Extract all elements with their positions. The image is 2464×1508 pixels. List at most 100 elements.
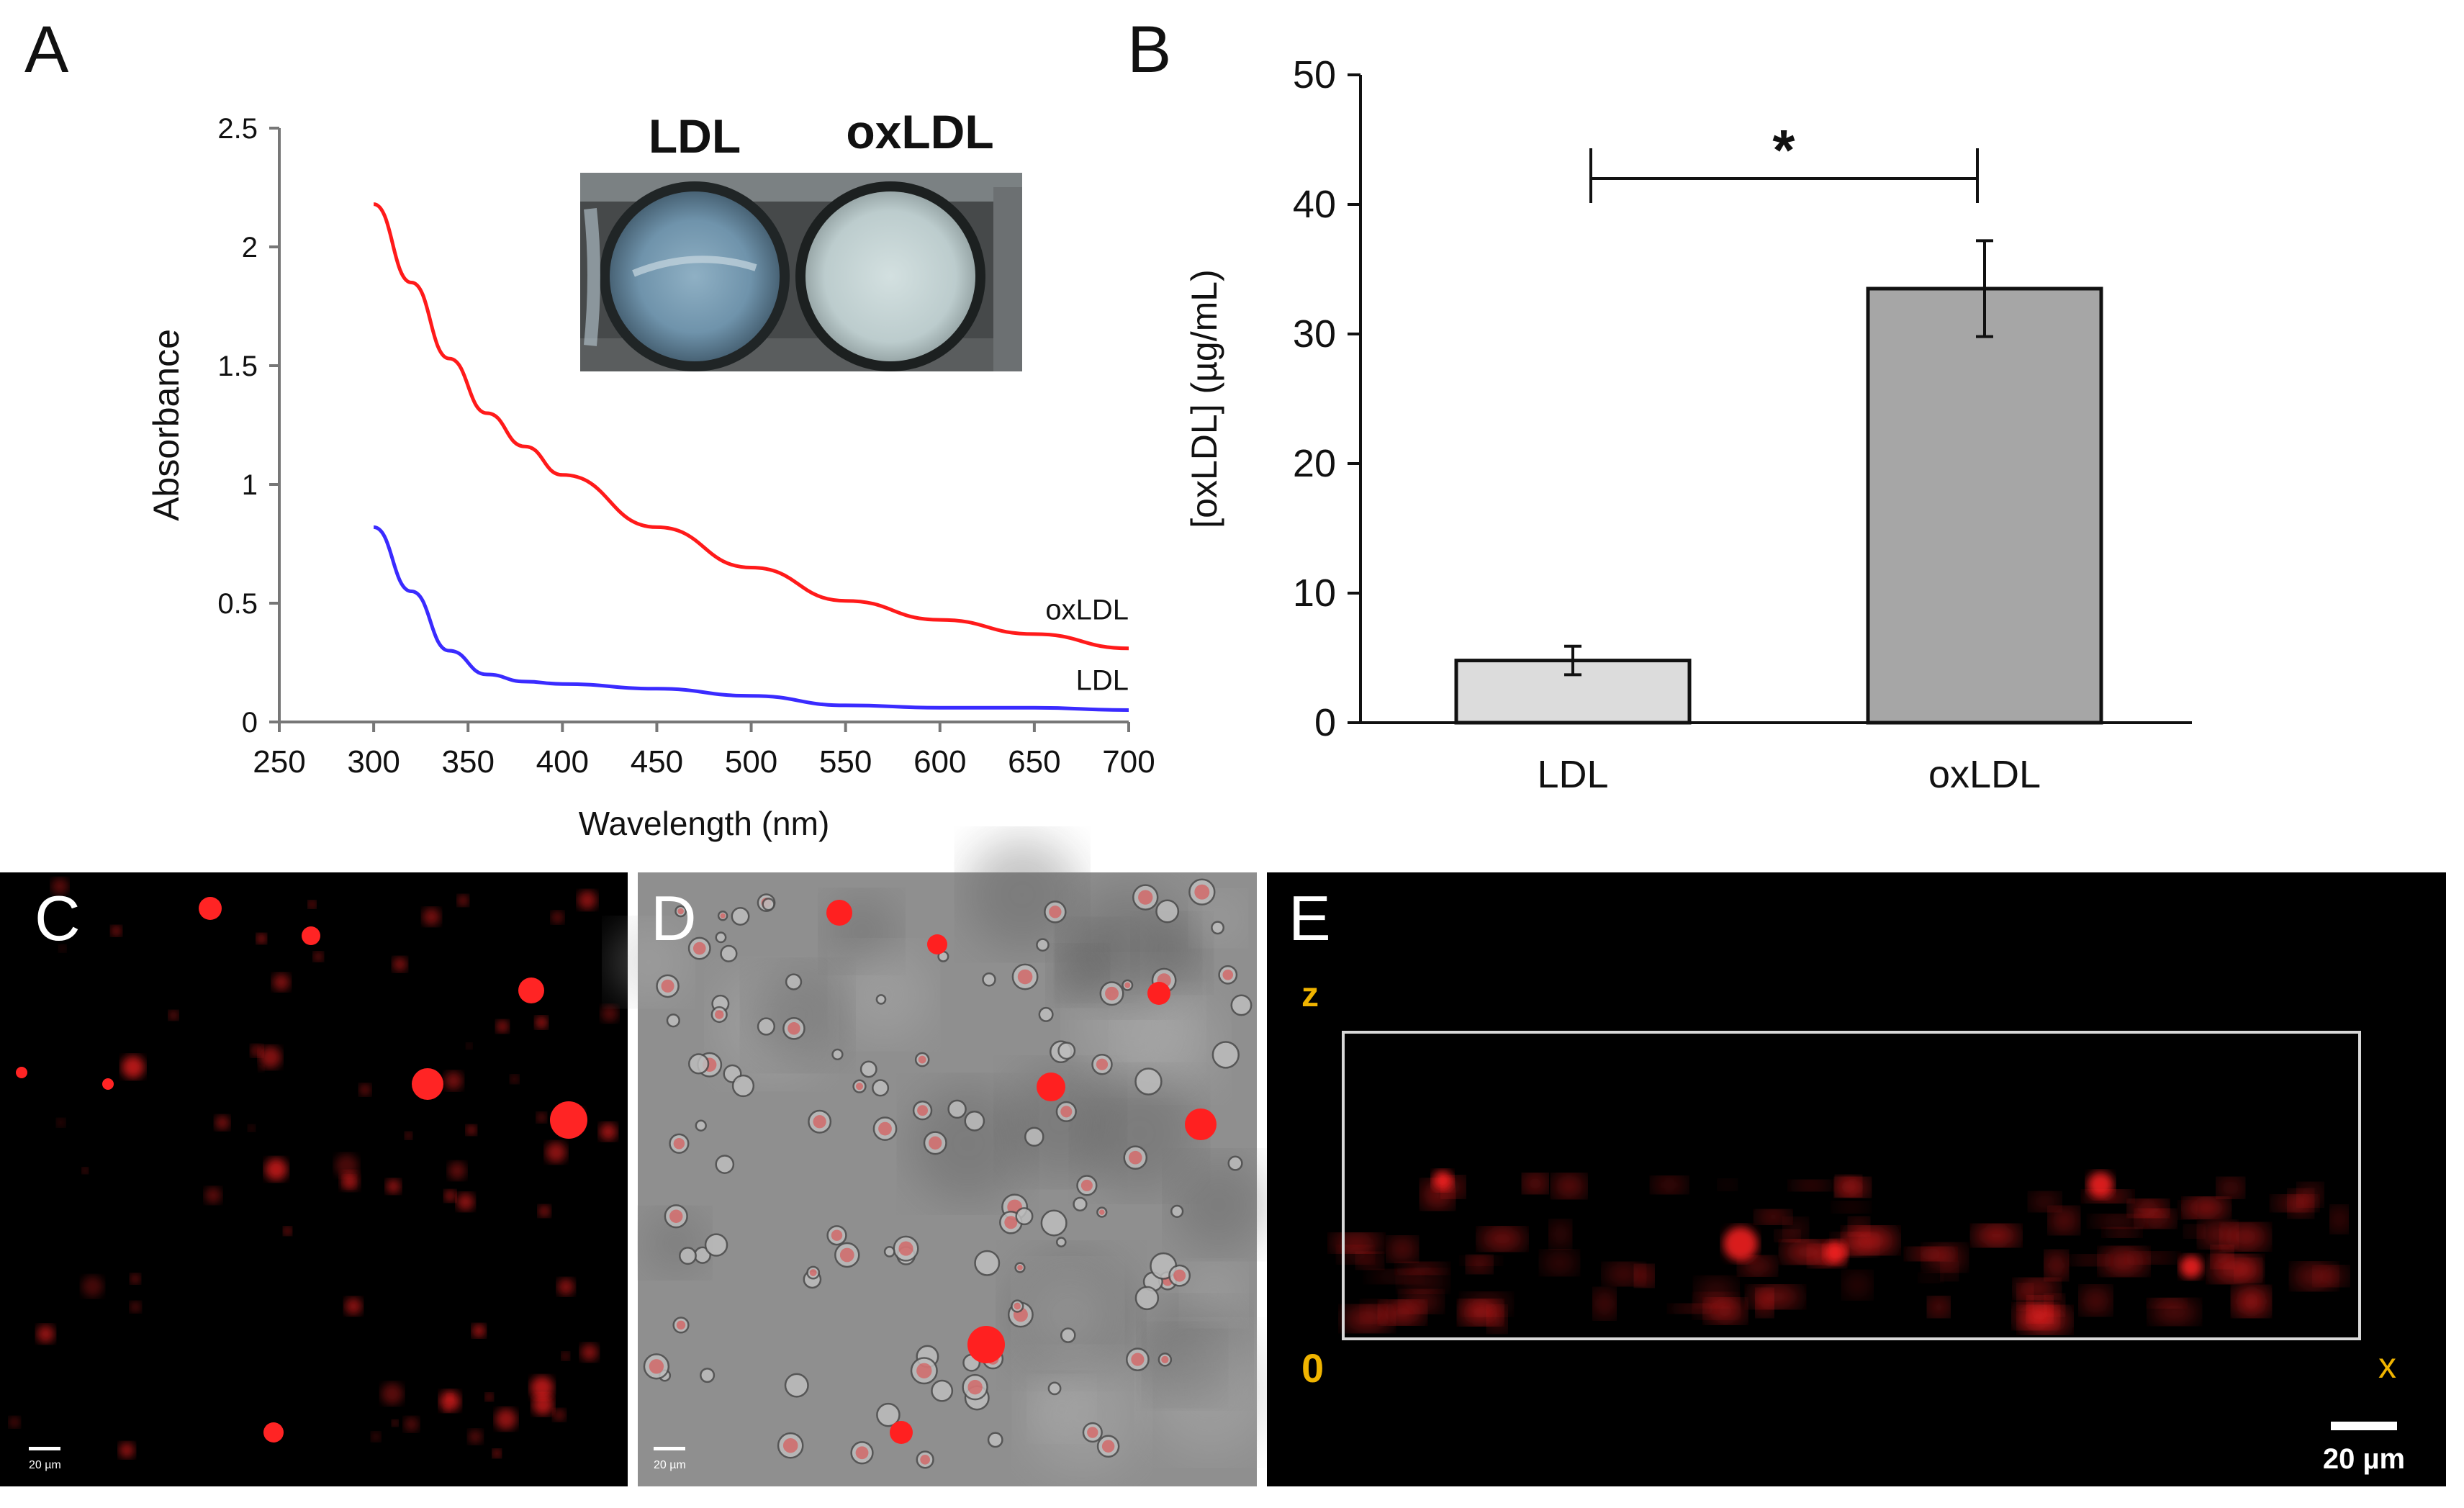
- cell-blob: [531, 1376, 554, 1399]
- band-blob: [2185, 1198, 2228, 1218]
- panel-e-axis-origin: 0: [1301, 1345, 1324, 1391]
- absorbance-y-tick-label: 1.5: [217, 351, 258, 382]
- cell-outline: [1211, 921, 1225, 935]
- cell-blob: [485, 1393, 493, 1401]
- band-blob: [2151, 1300, 2198, 1324]
- panel-c-scalebar-label: 20 µm: [29, 1459, 61, 1471]
- inset-label-oxldl: oxLDL: [846, 105, 993, 158]
- cell-blob: [392, 1419, 398, 1427]
- cell-red-tint: [1124, 982, 1131, 988]
- cell-red-tint: [831, 1229, 843, 1241]
- oxldl-y-tick-label: 10: [1293, 572, 1336, 615]
- cell-outline: [1040, 1209, 1068, 1237]
- brightfield-shade: [1024, 1355, 1142, 1473]
- brightfield-shade: [965, 838, 1079, 952]
- cell-blob: [439, 1391, 461, 1412]
- absorbance-y-tick-label: 2: [242, 232, 258, 263]
- cell-blob: [386, 1179, 401, 1194]
- cell-blob: [456, 1193, 474, 1211]
- absorbance-x-tick-label: 650: [1008, 744, 1060, 780]
- panel-e-axis-x: x: [2378, 1345, 2396, 1386]
- cell-red-tint: [1017, 1265, 1023, 1270]
- cell-blob: [308, 900, 316, 908]
- band-blob-bright: [1432, 1170, 1453, 1191]
- band-blob: [1358, 1252, 1382, 1268]
- cell-red-tint: [929, 1136, 942, 1150]
- oxldl-y-tick-label: 50: [1293, 53, 1336, 96]
- cell-blob: [265, 1158, 288, 1181]
- panel-c-fluorescent-cells: [9, 877, 618, 1458]
- cell-blob: [371, 1432, 381, 1442]
- cell-outline: [883, 1246, 895, 1258]
- band-blob: [1756, 1210, 1790, 1224]
- series-line-ldl: [373, 525, 1129, 712]
- brightfield-shade: [1193, 893, 1244, 944]
- band-blob: [2234, 1287, 2269, 1316]
- band-blob: [1783, 1241, 1833, 1263]
- cell-blob-bright: [16, 1067, 27, 1078]
- cell-blob: [335, 1154, 358, 1178]
- cell-blob: [82, 1168, 89, 1174]
- cell-red-tint: [715, 1010, 724, 1019]
- cell-blob: [472, 1324, 486, 1338]
- cell-blob: [457, 895, 469, 906]
- band-blob: [2331, 1206, 2347, 1232]
- cell-blob-bright: [102, 1078, 114, 1090]
- band-blob: [1740, 1257, 1775, 1276]
- absorbance-series-lines: oxLDL LDL: [373, 202, 1129, 712]
- cell-blob: [313, 952, 323, 962]
- cell-red-tint: [855, 1446, 869, 1460]
- band-blob: [1400, 1270, 1446, 1292]
- cell-outline: [715, 1155, 735, 1174]
- cell-outline: [964, 1111, 985, 1132]
- cell-blob: [551, 911, 564, 924]
- oxldl-bars: LDL oxLDL: [1454, 239, 2103, 796]
- cell-blob: [546, 1142, 567, 1163]
- cell-outline: [1024, 1127, 1044, 1147]
- cell-red-tint: [1128, 1150, 1142, 1165]
- cell-blob: [599, 1123, 618, 1141]
- oxldl-bar-chart: 0 10 20 30 40 50 LDL oxLDL [oxLDL] (µg/mL) *: [1184, 53, 2192, 796]
- cell-red-tint: [1096, 1058, 1109, 1070]
- cell-outline: [859, 1060, 877, 1078]
- cell-red-tint: [878, 1121, 892, 1136]
- cell-red-tint: [788, 1022, 800, 1035]
- cell-blob: [466, 1042, 472, 1049]
- band-blob: [1332, 1234, 1381, 1252]
- cell-blob: [51, 877, 68, 895]
- cell-blob: [258, 1065, 265, 1072]
- cell-blob: [404, 1417, 419, 1432]
- cell-outline: [931, 1379, 954, 1402]
- cell-outline: [700, 1368, 716, 1383]
- cell-red-tint: [1060, 1106, 1073, 1118]
- brightfield-shade: [1147, 1329, 1273, 1455]
- absorbance-y-tick-label: 1: [242, 469, 258, 501]
- cell-blob: [272, 973, 290, 991]
- cell-red-tint: [1014, 1302, 1021, 1310]
- band-blob: [1605, 1263, 1643, 1285]
- band-blob: [1974, 1225, 2018, 1246]
- cell-outline: [947, 1099, 967, 1119]
- cell-outline: [1227, 1155, 1243, 1171]
- cell-blob: [111, 925, 122, 936]
- band-blob: [2046, 1252, 2067, 1279]
- oxldl-y-tick-label: 20: [1293, 442, 1336, 485]
- cell-blob: [392, 957, 407, 972]
- series-line-oxldl: [373, 202, 1129, 651]
- cell-outline: [1073, 1196, 1088, 1211]
- cell-outline: [876, 1402, 901, 1427]
- cell-outline: [715, 931, 727, 944]
- band-blob: [2218, 1178, 2243, 1198]
- cell-red-tint: [673, 1138, 685, 1150]
- cell-outline: [688, 1053, 710, 1075]
- band-blob: [2030, 1193, 2059, 1211]
- band-blob: [1706, 1299, 1745, 1323]
- cell-blob: [444, 1071, 463, 1091]
- cell-outline: [1015, 1207, 1034, 1226]
- absorbance-line-chart: 0 0.5 1 1.5 2 2.5 250 300 350 400 450 500 550 600 650 7…: [146, 113, 1155, 842]
- cell-blob-bright: [1185, 1109, 1217, 1140]
- panel-e-scalebar-label: 20 µm: [2323, 1443, 2405, 1475]
- cell-outline: [875, 994, 887, 1005]
- band-blob: [2028, 1297, 2052, 1322]
